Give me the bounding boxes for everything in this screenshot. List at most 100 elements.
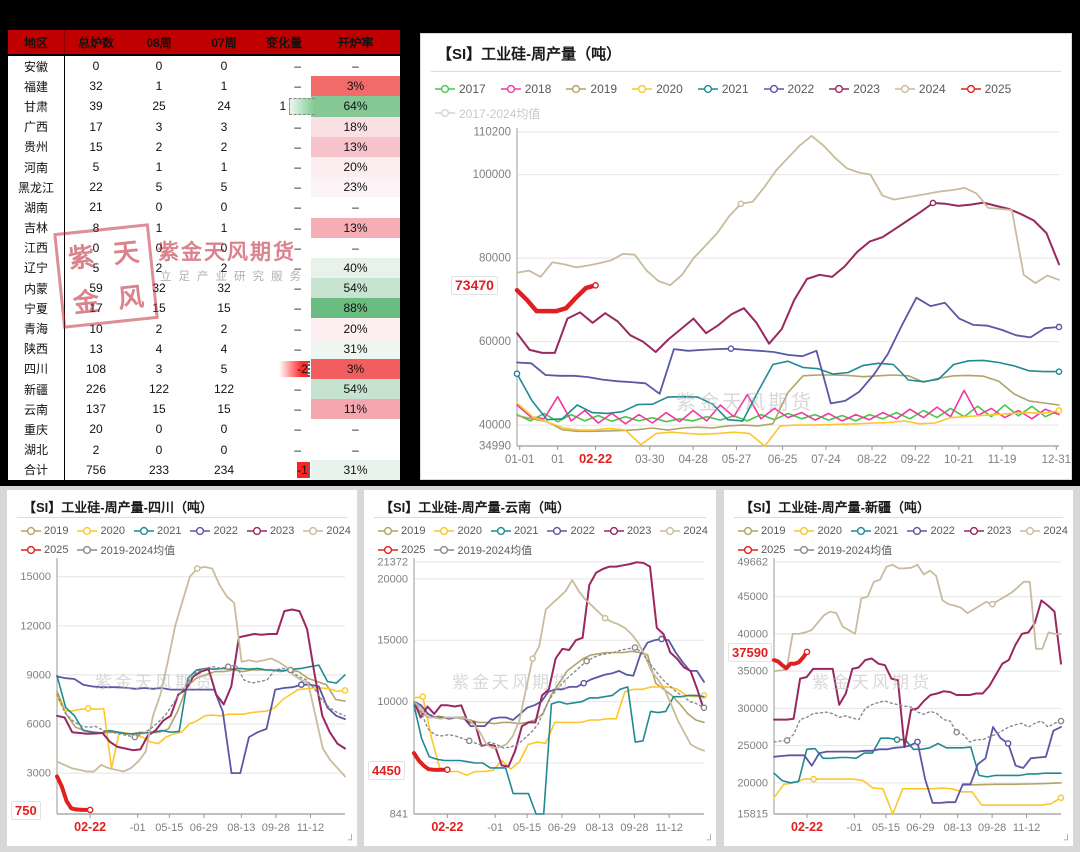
table-row[interactable]: 合计 756 233 234 -1 31% bbox=[8, 459, 400, 480]
table-row[interactable]: 辽宁 5 2 2 –40% bbox=[8, 257, 400, 279]
legend-item-2017-2024均值[interactable]: 2017-2024均值 bbox=[435, 105, 540, 122]
legend-item-2019[interactable]: 2019 bbox=[738, 525, 785, 537]
value-cell: 1 bbox=[155, 220, 163, 235]
legend-item-2021[interactable]: 2021 bbox=[490, 525, 538, 537]
legend-item-2025[interactable]: 2025 bbox=[378, 544, 425, 556]
value-cell: 4 bbox=[155, 341, 163, 356]
legend-item-2019[interactable]: 2019 bbox=[566, 82, 617, 96]
value-cell: 59 bbox=[89, 281, 103, 296]
table-row[interactable]: 江西 0 0 0 – – bbox=[8, 237, 400, 258]
series-line-2019 bbox=[516, 374, 1060, 433]
chart-legend[interactable]: 2019 2020 2021 2022 2023 2024 2025 2019-2024均值 bbox=[378, 521, 708, 559]
legend-item-2020[interactable]: 2020 bbox=[434, 525, 482, 537]
value-cell: 226 bbox=[85, 382, 107, 397]
legend-item-2023[interactable]: 2023 bbox=[963, 525, 1011, 537]
resize-corner[interactable]: ┘ bbox=[706, 835, 714, 846]
svg-text:12000: 12000 bbox=[20, 620, 51, 632]
legend-item-2019[interactable]: 2019 bbox=[378, 525, 425, 537]
table-row[interactable]: 广西 17 3 3 –18% bbox=[8, 116, 400, 137]
legend-item-2018[interactable]: 2018 bbox=[500, 82, 551, 96]
legend-item-2022[interactable]: 2022 bbox=[907, 525, 955, 537]
table-row[interactable]: 甘肃 39 25 24 1 64% bbox=[8, 96, 400, 117]
chart-legend[interactable]: 2019 2020 2021 2022 2023 2024 2025 2019-2024均值 bbox=[738, 521, 1068, 559]
table-row[interactable]: 黑龙江 22 5 5 –23% bbox=[8, 177, 400, 198]
table-row[interactable]: 安徽 0 0 0 – – bbox=[8, 56, 400, 77]
legend-item-2017[interactable]: 2017 bbox=[435, 82, 486, 96]
legend-item-2023[interactable]: 2023 bbox=[829, 82, 880, 96]
series-line-2024 bbox=[516, 134, 1060, 287]
svg-text:02-22: 02-22 bbox=[431, 820, 463, 834]
value-cell: 1 bbox=[220, 160, 228, 175]
legend-item-2023[interactable]: 2023 bbox=[246, 525, 294, 537]
table-row[interactable]: 陕西 13 4 4 –31% bbox=[8, 338, 400, 359]
table-row[interactable]: 四川 108 3 5 -2 3% bbox=[8, 358, 400, 379]
table-row[interactable]: 内蒙 59 32 32 –54% bbox=[8, 278, 400, 299]
legend-item-2020[interactable]: 2020 bbox=[794, 525, 842, 537]
table-row[interactable]: 宁夏 17 15 15 –88% bbox=[8, 298, 400, 319]
legend-marker-icon bbox=[246, 526, 267, 535]
operating-rate-cell: – bbox=[352, 59, 359, 74]
legend-item-2020[interactable]: 2020 bbox=[632, 82, 683, 96]
svg-text:02-22: 02-22 bbox=[74, 820, 106, 834]
legend-item-2019-2024均值[interactable]: 2019-2024均值 bbox=[794, 542, 892, 558]
legend-item-2021[interactable]: 2021 bbox=[697, 82, 749, 96]
region-cell: 重庆 bbox=[8, 419, 65, 440]
svg-text:35000: 35000 bbox=[737, 666, 768, 678]
table-row[interactable]: 湖北 2 0 0 – – bbox=[8, 439, 400, 460]
table-row[interactable]: 贵州 15 2 2 –13% bbox=[8, 136, 400, 157]
chart-legend[interactable]: 2017 2018 2019 2020 2021 2022 2023 2024 2025 2017… bbox=[435, 77, 1063, 125]
region-cell: 湖北 bbox=[8, 439, 65, 460]
svg-text:80000: 80000 bbox=[479, 253, 511, 265]
legend-item-2022[interactable]: 2022 bbox=[190, 525, 238, 537]
svg-text:15815: 15815 bbox=[737, 809, 768, 821]
legend-item-2020[interactable]: 2020 bbox=[77, 525, 125, 537]
legend-item-2019-2024均值[interactable]: 2019-2024均值 bbox=[77, 542, 175, 558]
svg-text:08-13: 08-13 bbox=[227, 822, 255, 834]
legend-item-2019-2024均值[interactable]: 2019-2024均值 bbox=[434, 542, 532, 558]
legend-item-2023[interactable]: 2023 bbox=[603, 525, 651, 537]
change-cell: – bbox=[294, 422, 301, 437]
resize-corner[interactable]: ┘ bbox=[347, 835, 355, 846]
legend-item-2024[interactable]: 2024 bbox=[1020, 525, 1068, 537]
legend-item-2024[interactable]: 2024 bbox=[894, 82, 946, 96]
operating-rate-cell: 20% bbox=[311, 156, 400, 178]
legend-item-2025[interactable]: 2025 bbox=[21, 544, 68, 556]
legend-item-2025[interactable]: 2025 bbox=[738, 544, 785, 556]
chart-plot-area: 49662 45000 40000 35000 30000 25000 20000 15815… bbox=[737, 557, 1065, 834]
table-row[interactable]: 青海 10 2 2 –20% bbox=[8, 318, 400, 339]
legend-marker-icon bbox=[850, 526, 871, 535]
table-row[interactable]: 吉林 8 1 1 –13% bbox=[8, 217, 400, 238]
series-line-2023 bbox=[773, 599, 1062, 749]
change-cell: – bbox=[294, 402, 301, 417]
legend-item-2021[interactable]: 2021 bbox=[850, 525, 898, 537]
legend-item-2025[interactable]: 2025 bbox=[960, 82, 1011, 96]
legend-item-2021[interactable]: 2021 bbox=[133, 525, 181, 537]
svg-text:100000: 100000 bbox=[473, 169, 511, 181]
change-cell: – bbox=[294, 442, 301, 457]
table-row[interactable]: 云南 137 15 15 –11% bbox=[8, 399, 400, 420]
change-cell: – bbox=[294, 341, 301, 356]
table-row[interactable]: 湖南 21 0 0 – – bbox=[8, 197, 400, 218]
legend-label: 2021 bbox=[721, 82, 749, 96]
chart-legend[interactable]: 2019 2020 2021 2022 2023 2024 2025 2019-2024均值 bbox=[21, 521, 351, 559]
svg-text:15000: 15000 bbox=[377, 635, 408, 647]
legend-item-2024[interactable]: 2024 bbox=[303, 525, 351, 537]
region-cell: 湖南 bbox=[8, 197, 65, 218]
svg-text:09-28: 09-28 bbox=[978, 822, 1006, 834]
change-cell: – bbox=[294, 240, 301, 255]
operating-rate-cell: – bbox=[352, 442, 359, 457]
table-row[interactable]: 河南 5 1 1 –20% bbox=[8, 156, 400, 178]
legend-marker-icon bbox=[435, 84, 455, 94]
region-cell: 河南 bbox=[8, 156, 65, 178]
legend-label: 2022 bbox=[787, 82, 815, 96]
legend-item-2022[interactable]: 2022 bbox=[547, 525, 595, 537]
legend-item-2022[interactable]: 2022 bbox=[763, 82, 815, 96]
table-row[interactable]: 重庆 20 0 0 – – bbox=[8, 419, 400, 440]
legend-item-2019[interactable]: 2019 bbox=[21, 525, 68, 537]
series-line-2017 bbox=[516, 404, 1060, 423]
table-row[interactable]: 新疆 226 122 122 –54% bbox=[8, 379, 400, 400]
table-row[interactable]: 福建 32 1 1 –3% bbox=[8, 76, 400, 97]
resize-corner[interactable]: ┘ bbox=[1063, 835, 1071, 846]
svg-text:-01: -01 bbox=[487, 822, 503, 834]
legend-item-2024[interactable]: 2024 bbox=[660, 525, 708, 537]
